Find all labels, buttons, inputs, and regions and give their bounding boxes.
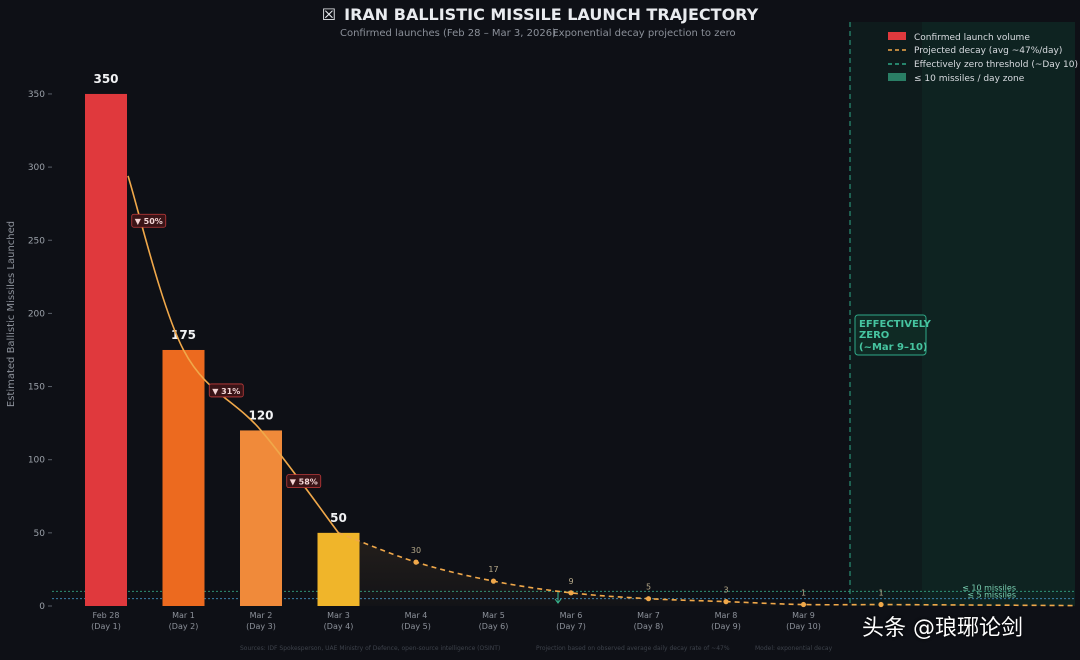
x-cat-day-8: (Day 9)	[711, 622, 741, 631]
x-cat-day-5: (Day 6)	[479, 622, 509, 631]
chart-title: ☒ IRAN BALLISTIC MISSILE LAUNCH TRAJECTOR…	[322, 5, 759, 24]
projected-point-5	[800, 601, 807, 608]
projected-point-2	[568, 590, 574, 596]
projected-point-4	[723, 599, 729, 605]
x-cat-date-7: Mar 7	[637, 611, 660, 620]
decay-area	[338, 532, 1075, 606]
decay-area-fill	[338, 532, 1075, 606]
ref-line-label-0: ≤ 10 missiles	[962, 583, 1016, 592]
bar-0	[85, 93, 127, 606]
footer-source-1: Sources: IDF Spokesperson, UAE Ministry …	[240, 645, 500, 652]
projected-label-4: 3	[723, 586, 728, 595]
x-cat-date-8: Mar 8	[715, 611, 738, 620]
reference-lines: ≤ 10 missiles≤ 5 missiles	[52, 583, 1075, 600]
legend-label-confirmed: Confirmed launch volume	[914, 33, 1030, 43]
legend-swatch-zone	[888, 73, 906, 81]
x-cat-day-0: (Day 1)	[91, 622, 121, 631]
decay-annotation-2: ▼ 58%	[290, 478, 318, 487]
x-cat-date-6: Mar 6	[560, 611, 583, 620]
x-cat-day-6: (Day 7)	[556, 622, 586, 631]
effectively-zero-zone	[850, 22, 1075, 606]
projected-point-1	[490, 578, 497, 584]
decay-annotation-box-1	[208, 383, 244, 398]
projected-point-6	[878, 601, 884, 608]
y-tick-label-4: 200	[28, 309, 45, 319]
footer-source-2: Projection based on observed average dai…	[536, 645, 730, 652]
x-cat-day-9: (Day 10)	[786, 622, 821, 631]
projected-label-2: 9	[568, 577, 573, 586]
decay-annotations: ▼ 50% ▼ 31% ▼ 58%	[131, 213, 322, 489]
projected-label-6: 1	[878, 589, 883, 598]
x-axis-categories: Feb 28 (Day 1) Mar 1 (Day 2) Mar 2 (Day 3) Mar…	[91, 611, 821, 631]
projected-label-5: 1	[801, 589, 806, 598]
decay-annotation-0: ▼ 50%	[135, 217, 163, 226]
x-cat-date-9: Mar 9	[792, 611, 815, 620]
projected-point-3	[645, 596, 652, 602]
chart-subtitle-left: Confirmed launches (Feb 28 – Mar 3, 2026…	[340, 28, 556, 39]
y-axis-label: Estimated Ballistic Missiles Launched	[6, 221, 17, 407]
zero-callout-line-3: (~Mar 9–10)	[859, 342, 928, 353]
bar-label-2: 120	[248, 408, 273, 422]
chart-subtitle-right: Exponential decay projection to zero	[552, 28, 735, 39]
zone-inner-band	[922, 22, 1075, 606]
projected-label-0: 30	[411, 546, 421, 555]
legend: Confirmed launch volume Projected decay …	[888, 32, 1078, 84]
watermark: 头条 @琅琊论剑	[862, 616, 1023, 641]
y-tick-label-7: 350	[28, 90, 45, 100]
y-tick-label-2: 100	[28, 456, 45, 466]
zero-callout-line-2: ZERO	[859, 330, 889, 341]
y-axis: 0 50 100 150 200 250 300 350	[28, 90, 52, 612]
x-cat-date-5: Mar 5	[482, 611, 505, 620]
y-tick-label-3: 150	[28, 383, 45, 393]
bar-3	[317, 532, 360, 606]
decay-annotation-box-0	[131, 213, 167, 228]
legend-label-threshold: Effectively zero threshold (~Day 10)	[914, 60, 1078, 70]
x-cat-day-7: (Day 8)	[634, 622, 664, 631]
y-tick-label-6: 300	[28, 163, 45, 173]
projected-label-3: 5	[646, 583, 651, 592]
projected-points: 30 17 9 5 3 1 1	[411, 546, 884, 608]
x-cat-day-1: (Day 2)	[169, 622, 199, 631]
projected-point-0	[413, 559, 419, 565]
bar-label-0: 350	[93, 72, 118, 86]
x-cat-day-4: (Day 5)	[401, 622, 431, 631]
x-cat-date-0: Feb 28	[93, 611, 120, 620]
y-tick-label-5: 250	[28, 236, 45, 246]
legend-label-zone: ≤ 10 missiles / day zone	[914, 74, 1025, 84]
bar-1	[162, 349, 205, 606]
x-cat-date-4: Mar 4	[405, 611, 428, 620]
zero-callout-line-1: EFFECTIVELY	[859, 319, 932, 330]
y-tick-label-0: 0	[39, 602, 45, 612]
decay-annotation-1: ▼ 31%	[212, 387, 240, 396]
effectively-zero-callout: EFFECTIVELY ZERO (~Mar 9–10)	[854, 314, 932, 356]
x-cat-day-3: (Day 4)	[324, 622, 354, 631]
x-cat-date-1: Mar 1	[172, 611, 195, 620]
bar-label-3: 50	[330, 511, 347, 525]
x-cat-day-2: (Day 3)	[246, 622, 276, 631]
x-cat-date-3: Mar 3	[327, 611, 350, 620]
y-tick-label-1: 50	[34, 529, 46, 539]
title-icon: ☒	[322, 5, 336, 24]
legend-label-projected: Projected decay (avg ~47%/day)	[914, 46, 1062, 56]
decay-annotation-box-2	[286, 474, 322, 489]
ref-line-label-1: ≤ 5 missiles	[967, 591, 1016, 600]
projected-label-1: 17	[488, 565, 498, 574]
x-cat-date-2: Mar 2	[250, 611, 273, 620]
zone-entry-arrowhead	[554, 598, 562, 604]
footer-source-3: Model: exponential decay	[755, 645, 833, 652]
legend-swatch-confirmed	[888, 32, 906, 40]
bar-2	[240, 430, 282, 606]
